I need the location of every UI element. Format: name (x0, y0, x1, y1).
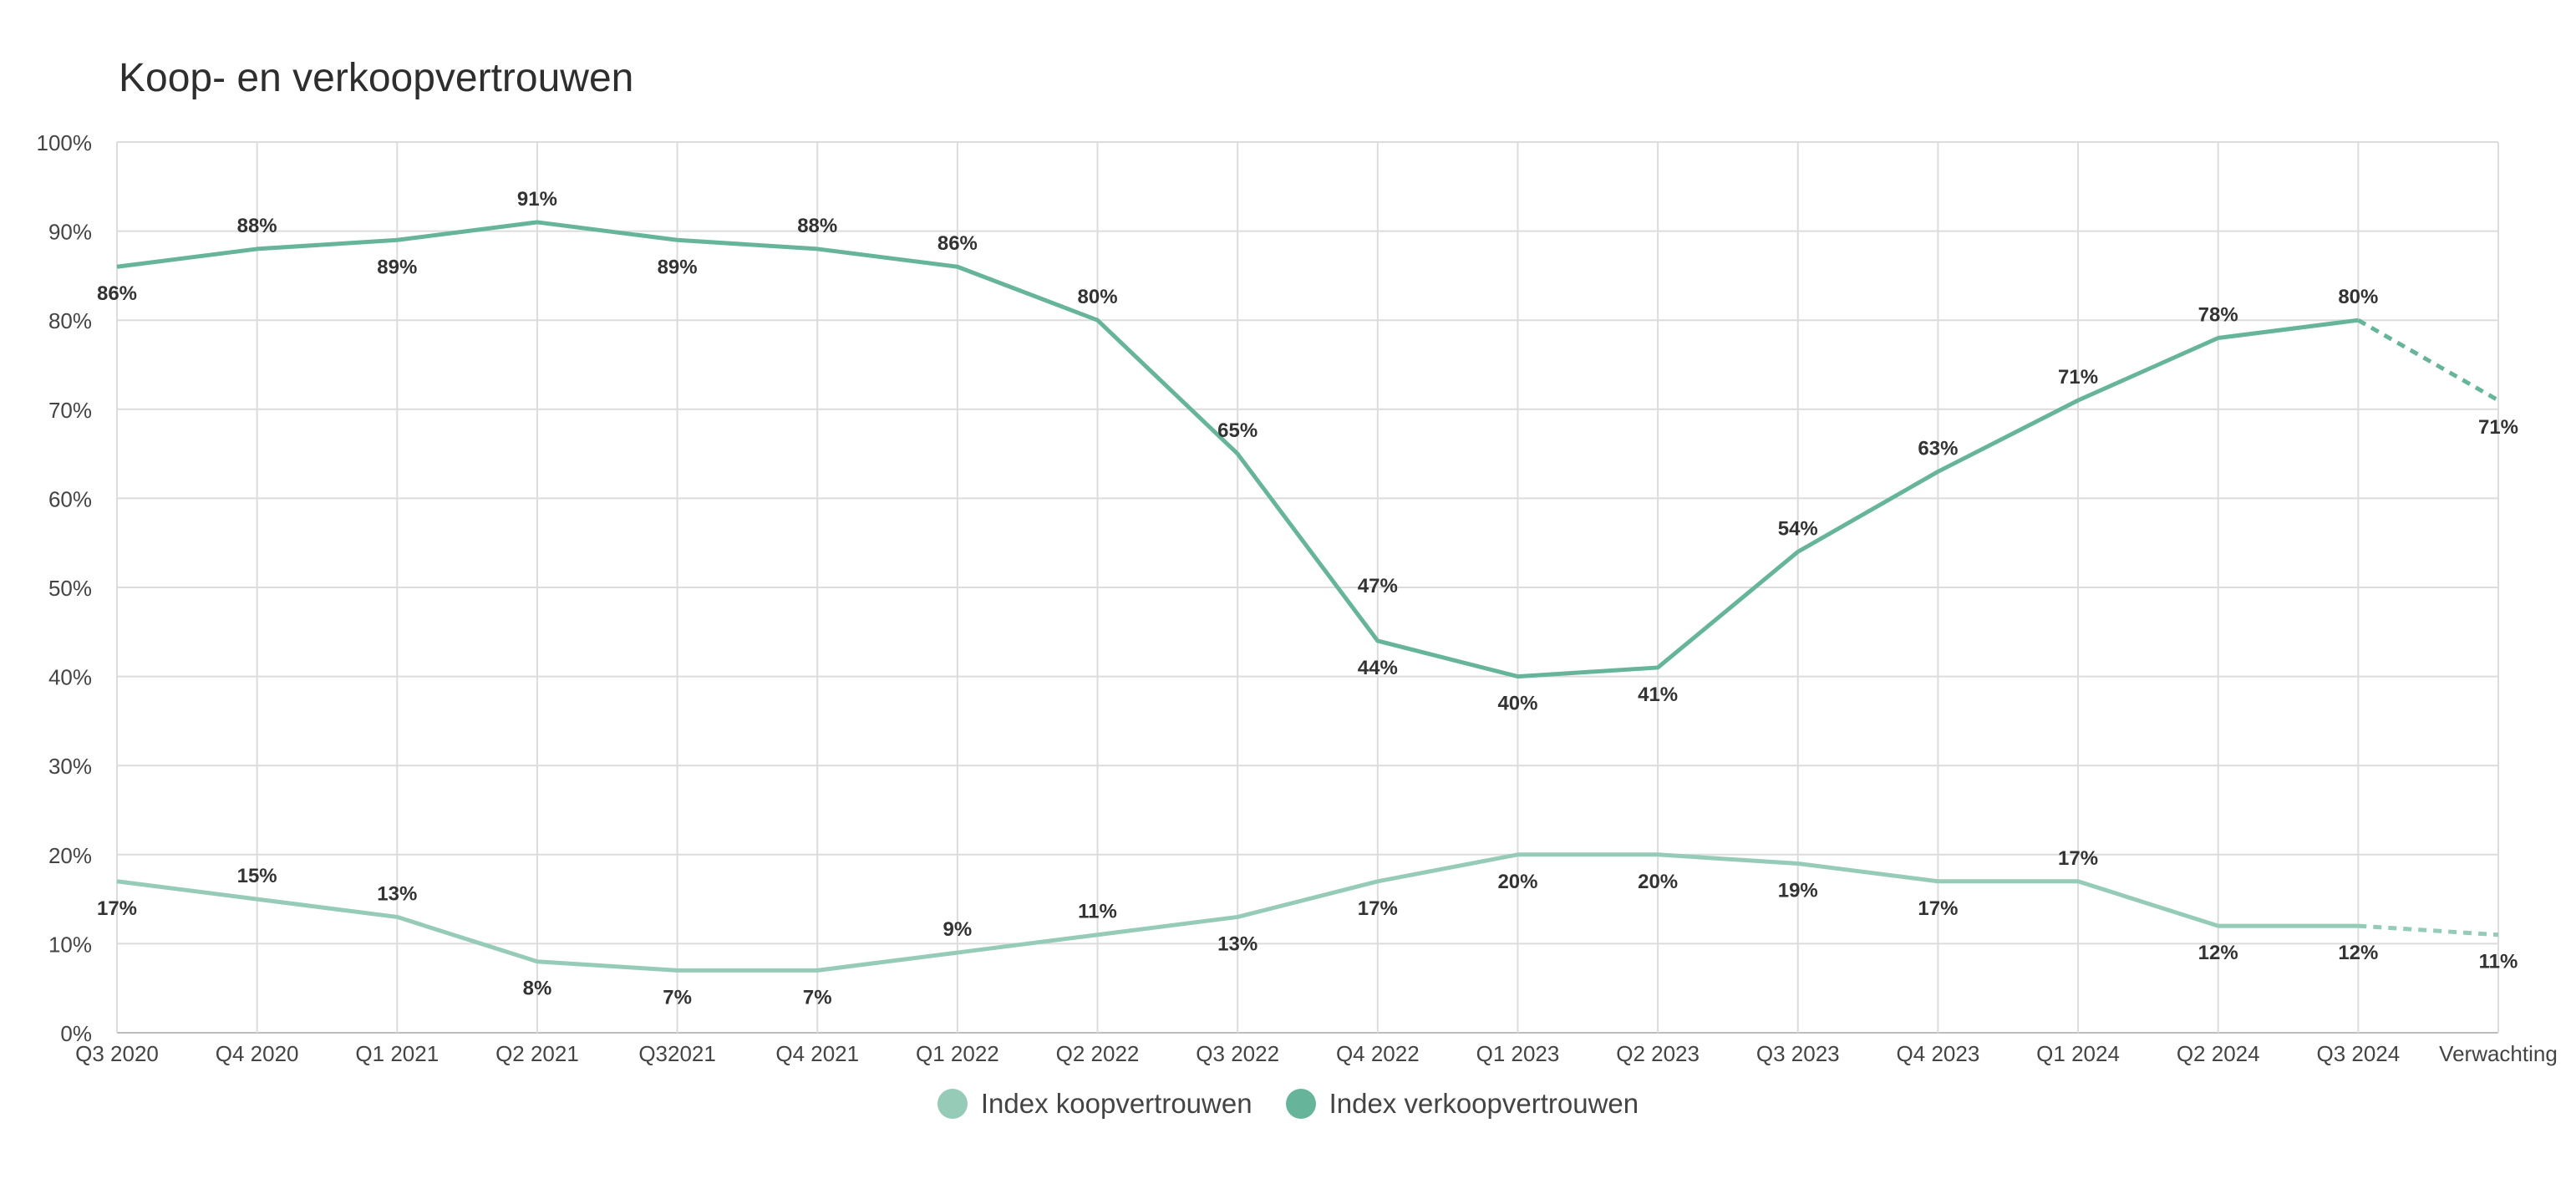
data-label: 11% (1078, 901, 1117, 923)
data-label: 17% (97, 897, 137, 920)
series-forecast-segment-1 (2358, 923, 2499, 938)
y-tick-label: 70% (48, 398, 92, 423)
data-label: 89% (658, 256, 698, 278)
data-label: 19% (1778, 879, 1818, 902)
x-tick-label: Q2 2024 (2177, 1041, 2260, 1066)
legend-swatch-koopvertrouwen (937, 1089, 968, 1119)
data-label: 7% (663, 986, 692, 1009)
data-label: 41% (1638, 683, 1678, 706)
series-forecast-segment-2 (2357, 318, 2500, 403)
axes: 0% 10% 20% 30% 40% 50% 60% 70% 80% 90% 100% Q3 2020… (37, 130, 2558, 1066)
data-label: 8% (523, 978, 552, 1000)
y-tick-label: 90% (48, 220, 92, 245)
x-tick-label: Q1 2023 (1476, 1041, 1560, 1066)
data-label: 88% (237, 215, 277, 237)
data-label: 80% (1078, 286, 1118, 308)
x-tick-label: Verwachting (2439, 1041, 2558, 1066)
data-labels: 17% 15% 13% 8% 7% 7% 9% 11% 13% 17% 20% 20% 19% 17% 17… (97, 188, 2518, 1009)
x-tick-label: Q32021 (638, 1041, 716, 1066)
data-label: 88% (797, 215, 837, 237)
y-tick-label: 50% (48, 576, 92, 601)
data-label: 12% (2338, 942, 2378, 964)
series-lines (116, 220, 2500, 973)
y-tick-label: 60% (48, 486, 92, 511)
chart-title: Koop- en verkoopvertrouwen (119, 56, 634, 100)
data-label: 17% (1358, 897, 1398, 920)
x-tick-label: Q4 2021 (775, 1041, 859, 1066)
x-tick-label: Q2 2023 (1616, 1041, 1700, 1066)
y-tick-label: 30% (48, 754, 92, 779)
x-tick-label: Q1 2022 (916, 1041, 999, 1066)
data-label: 13% (1217, 932, 1258, 955)
data-label: 17% (2058, 847, 2098, 870)
legend-item-verkoopvertrouwen[interactable]: Index verkoopvertrouwen (1285, 1088, 1639, 1120)
x-tick-label: Q3 2023 (1756, 1041, 1840, 1066)
series-line-1 (116, 852, 2359, 973)
legend-label-verkoopvertrouwen: Index verkoopvertrouwen (1329, 1088, 1639, 1119)
x-tick-label: Q2 2022 (1056, 1041, 1140, 1066)
x-tick-label: Q2 2021 (495, 1041, 579, 1066)
data-label: 7% (803, 986, 832, 1009)
data-label: 54% (1778, 517, 1818, 540)
x-tick-label: Q3 2024 (2316, 1041, 2400, 1066)
legend-label-koopvertrouwen: Index koopvertrouwen (980, 1088, 1252, 1119)
data-label: 71% (2058, 366, 2098, 389)
data-label: 13% (377, 882, 417, 905)
data-label: 20% (1497, 871, 1537, 893)
grid-lines (116, 141, 2499, 1034)
data-label: 65% (1217, 419, 1258, 442)
x-tick-label: Q4 2022 (1336, 1041, 1420, 1066)
data-label: 15% (237, 865, 277, 887)
x-tick-label: Q1 2021 (355, 1041, 439, 1066)
x-tick-label: Q1 2024 (2036, 1041, 2120, 1066)
legend-swatch-verkoopvertrouwen (1285, 1089, 1316, 1119)
data-label: 86% (97, 282, 137, 305)
x-tick-label: Q4 2020 (216, 1041, 299, 1066)
data-label: 71% (2478, 416, 2518, 439)
data-label: 9% (943, 918, 973, 941)
y-tick-label: 10% (48, 932, 92, 957)
x-tick-label: Q4 2023 (1897, 1041, 1980, 1066)
x-tick-label: Q3 2022 (1196, 1041, 1279, 1066)
y-tick-label: 40% (48, 665, 92, 690)
y-tick-label: 80% (48, 308, 92, 333)
y-tick-label: 0% (60, 1021, 92, 1046)
data-label: 63% (1918, 437, 1958, 460)
data-label: 17% (1918, 897, 1958, 920)
y-tick-label: 100% (37, 130, 93, 155)
data-label: 47% (1358, 575, 1398, 597)
data-label: 91% (517, 188, 557, 211)
x-tick-label: Q3 2020 (75, 1041, 159, 1066)
series-line-2 (116, 220, 2359, 679)
data-label: 44% (1358, 657, 1398, 679)
data-label: 40% (1497, 693, 1537, 715)
data-label: 20% (1638, 871, 1678, 893)
data-label: 12% (2198, 942, 2238, 964)
data-label: 89% (377, 256, 417, 278)
data-label: 80% (2338, 286, 2378, 308)
data-label: 11% (2479, 951, 2518, 973)
y-tick-label: 20% (48, 843, 92, 868)
data-label: 78% (2198, 304, 2238, 327)
legend: Index koopvertrouwen Index verkoopvertro… (0, 1088, 2576, 1120)
legend-item-koopvertrouwen[interactable]: Index koopvertrouwen (937, 1088, 1252, 1120)
data-label: 86% (937, 232, 978, 255)
